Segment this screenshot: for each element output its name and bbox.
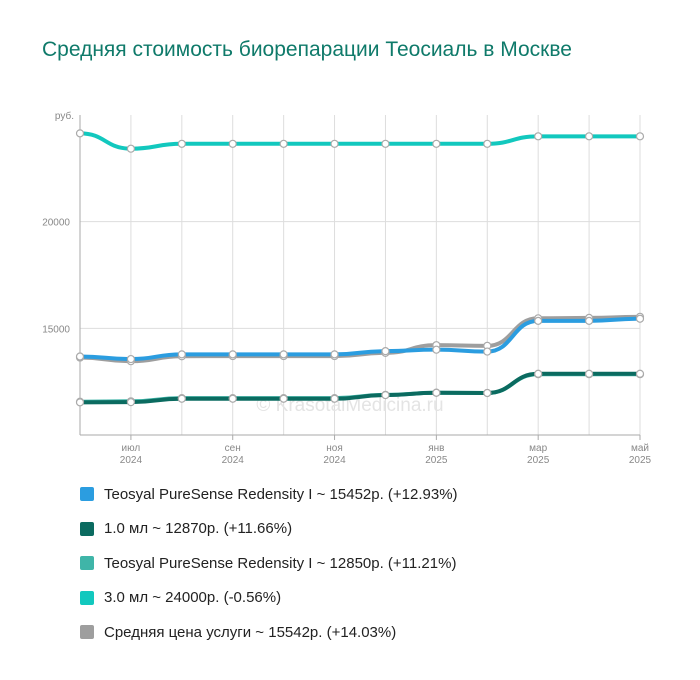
x-tick-label-year: 2025	[425, 455, 448, 466]
legend-label: Teosyal PureSense Redensity I ~ 15452р. …	[104, 485, 458, 503]
legend-swatch	[80, 556, 94, 570]
data-point	[381, 139, 390, 148]
data-point	[381, 391, 390, 400]
data-point	[126, 144, 136, 153]
chart-title: Средняя стоимость биорепарации Теосиаль …	[42, 38, 572, 61]
y-axis-unit-label: руб.	[55, 110, 74, 122]
legend-swatch	[80, 521, 94, 536]
legend-swatch	[80, 625, 94, 639]
legend: Teosyal PureSense Redensity I ~ 15452р. …	[80, 484, 458, 657]
data-point	[126, 354, 136, 364]
data-point	[483, 347, 492, 356]
data-point	[279, 350, 288, 359]
line-chart: 1500020000руб.июл2024сен2024ноя2024янв20…	[42, 110, 652, 466]
data-point	[228, 394, 237, 403]
data-point	[381, 347, 390, 356]
y-tick-label: 15000	[42, 324, 70, 335]
x-tick-label-month: май	[631, 443, 649, 454]
data-point	[635, 314, 645, 323]
data-point	[584, 369, 594, 378]
legend-label: Средняя цена услуги ~ 15542р. (+14.03%)	[104, 623, 397, 641]
legend-swatch	[80, 487, 94, 501]
x-tick-label-year: 2024	[120, 455, 143, 466]
data-point	[534, 369, 543, 378]
data-point	[177, 350, 186, 359]
data-point	[534, 132, 543, 141]
data-point	[75, 129, 85, 138]
legend-label: 3.0 мл ~ 24000р. (-0.56%)	[104, 589, 282, 606]
data-point	[635, 132, 645, 141]
x-tick-label-month: сен	[225, 443, 241, 454]
x-tick-label-year: 2024	[222, 455, 245, 466]
series-line	[78, 371, 642, 405]
data-point	[534, 316, 543, 325]
data-point	[635, 369, 645, 378]
data-point	[330, 139, 339, 148]
data-point	[483, 139, 492, 148]
legend-item[interactable]: Средняя цена услуги ~ 15542р. (+14.03%)	[80, 622, 458, 642]
data-point	[75, 398, 85, 407]
data-point	[432, 388, 441, 397]
data-point	[279, 394, 288, 403]
data-point	[279, 139, 288, 148]
legend-label: Teosyal PureSense Redensity I ~ 12850р. …	[104, 554, 457, 572]
data-point	[483, 388, 492, 398]
data-point	[75, 352, 85, 361]
legend-item[interactable]: Teosyal PureSense Redensity I ~ 15452р. …	[80, 484, 458, 504]
series-line	[78, 131, 642, 151]
legend-item[interactable]: Teosyal PureSense Redensity I ~ 12850р. …	[80, 553, 458, 573]
data-point	[432, 345, 441, 354]
x-tick-label-month: янв	[428, 443, 444, 454]
x-tick-label-year: 2025	[527, 455, 550, 466]
data-point	[126, 398, 136, 407]
y-tick-label: 20000	[42, 218, 70, 229]
x-tick-label-year: 2024	[323, 455, 346, 466]
x-tick-label-year: 2025	[629, 455, 652, 466]
data-point	[177, 139, 186, 148]
data-point	[177, 394, 186, 403]
legend-item[interactable]: 1.0 мл ~ 12870р. (+11.66%)	[80, 519, 458, 539]
series-line	[78, 316, 642, 362]
x-tick-label-month: июл	[122, 443, 141, 454]
x-tick-label-month: ноя	[326, 443, 343, 454]
data-point	[330, 394, 339, 403]
data-point	[228, 139, 237, 148]
data-point	[330, 350, 339, 359]
legend-item[interactable]: 3.0 мл ~ 24000р. (-0.56%)	[80, 588, 458, 608]
data-point	[584, 316, 594, 325]
x-tick-label-month: мар	[529, 443, 547, 454]
data-point	[584, 132, 594, 141]
data-point	[228, 350, 237, 359]
data-point	[432, 139, 441, 148]
legend-label: 1.0 мл ~ 12870р. (+11.66%)	[104, 520, 293, 537]
legend-swatch	[80, 590, 94, 605]
